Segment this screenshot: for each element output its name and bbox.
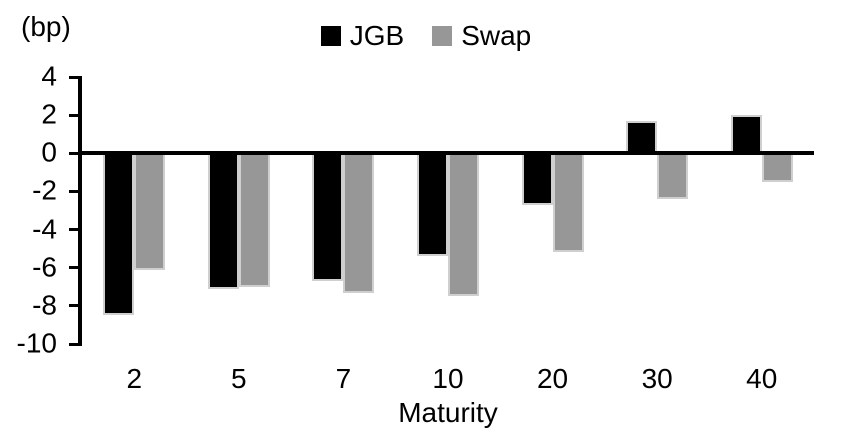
bar-jgb-5	[207, 153, 239, 289]
bar-group-2	[82, 77, 187, 344]
bar-swap-7	[343, 153, 375, 293]
y-tick-label--6: -6	[32, 251, 57, 283]
bar-jgb-2	[103, 153, 135, 316]
plot-area: 4 2 0 -2 -4 -6 -8 -10	[17, 60, 814, 358]
legend-label-swap: Swap	[461, 20, 532, 51]
y-tick-mark--4	[69, 228, 78, 232]
y-tick-mark--2	[69, 189, 78, 193]
bar-swap-30	[657, 153, 689, 200]
x-tick-label-30: 30	[641, 363, 673, 394]
x-axis-tick-labels: 2 5 7 10 20 30 40	[82, 363, 814, 397]
y-tick-label--4: -4	[32, 212, 57, 244]
bar-jgb-30	[626, 120, 658, 154]
x-tick-label-7: 7	[335, 363, 352, 394]
zero-baseline	[78, 151, 814, 156]
legend: JGB Swap	[0, 20, 852, 52]
y-tick-label-0: 0	[41, 136, 57, 168]
bar-jgb-40	[730, 115, 762, 154]
bar-jgb-7	[312, 153, 344, 282]
y-axis-unit-label: (bp)	[21, 11, 71, 42]
y-tick-mark--8	[69, 304, 78, 308]
bar-group-30	[605, 77, 710, 344]
legend-swatch-jgb	[320, 26, 341, 46]
x-tick-label-10: 10	[432, 363, 464, 394]
y-tick-mark-0	[69, 151, 78, 155]
y-tick-mark--10	[69, 342, 78, 346]
bar-group-5	[187, 77, 292, 344]
y-tick-label-4: 4	[41, 60, 57, 92]
x-tick-label-40: 40	[746, 363, 778, 394]
x-tick-label-20: 20	[536, 363, 569, 394]
y-tick-label--2: -2	[32, 174, 57, 206]
legend-label-jgb: JGB	[349, 20, 405, 51]
bar-swap-10	[447, 153, 479, 297]
y-tick-label--10: -10	[16, 327, 57, 359]
bar-jgb-20	[521, 153, 553, 205]
x-axis-title: Maturity	[398, 397, 498, 428]
bar-jgb-10	[416, 153, 448, 257]
legend-swatch-swap	[432, 26, 453, 46]
bar-group-40	[709, 77, 814, 344]
y-tick-label--8: -8	[32, 289, 57, 321]
legend-item-swap: Swap	[432, 20, 531, 52]
y-tick-mark--6	[69, 266, 78, 270]
bar-swap-20	[552, 153, 584, 253]
bar-swap-40	[761, 153, 793, 182]
x-tick-label-5: 5	[231, 363, 247, 394]
y-tick-mark-4	[69, 75, 78, 79]
y-tick-label-2: 2	[41, 98, 57, 130]
legend-item-jgb: JGB	[320, 20, 405, 52]
y-axis-line	[78, 76, 82, 346]
x-tick-label-2: 2	[126, 363, 143, 394]
bar-group-10	[396, 77, 501, 344]
bar-group-7	[291, 77, 396, 344]
bar-swap-2	[134, 153, 166, 270]
bar-swap-5	[238, 153, 270, 287]
bar-group-20	[500, 77, 605, 344]
y-tick-mark-2	[69, 113, 78, 117]
